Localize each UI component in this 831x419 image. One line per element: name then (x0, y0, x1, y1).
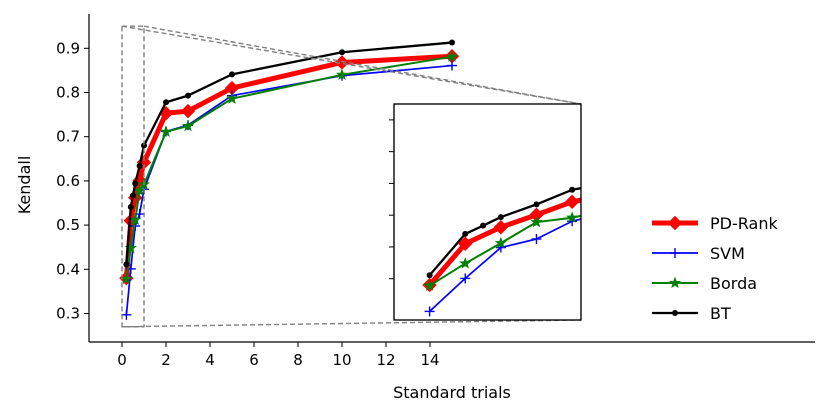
legend-item-borda: Borda (652, 274, 757, 293)
legend-label: Borda (710, 274, 757, 293)
inset-svm-marker (745, 175, 755, 185)
bt-marker (123, 261, 130, 268)
legend-swatch-marker (667, 215, 683, 231)
y-tick-label: 0.6 (56, 172, 80, 190)
legend-swatch-marker (672, 310, 678, 316)
borda-marker (159, 125, 173, 137)
x-tick-label: 12 (376, 351, 395, 369)
inset-pd-rank-marker (564, 194, 580, 210)
bt-marker (130, 192, 136, 199)
inset-bt-marker (747, 156, 753, 162)
x-tick-label: 14 (420, 351, 439, 369)
inset-borda-marker (423, 279, 436, 291)
inset-svm-line (429, 218, 581, 313)
inset-borda-line (429, 214, 581, 287)
legend-swatch-marker (670, 248, 680, 258)
inset-bt-marker (426, 272, 433, 279)
inset-border (393, 103, 582, 321)
inset-bt-marker (497, 214, 504, 221)
inset-pd-rank-marker (493, 220, 509, 235)
inset-bt-series (426, 156, 753, 279)
legend-label: BT (710, 304, 731, 323)
inset-bt-marker (569, 186, 576, 193)
borda-line (125, 55, 453, 280)
inset-pd-rank-series (422, 160, 757, 293)
legend: PD-Rank SVM Borda BT (652, 214, 778, 323)
borda-marker (181, 119, 195, 132)
x-tick-label: 2 (161, 351, 171, 369)
pd-rank-marker (180, 103, 196, 119)
inset-svm-marker (424, 306, 435, 317)
bt-marker (163, 99, 169, 106)
y-tick-label: 0.5 (56, 216, 80, 234)
inset-borda-marker (530, 215, 543, 228)
inset-pd-rank-marker (744, 160, 757, 173)
y-tick-label: 0.8 (56, 84, 80, 102)
inset-borda-marker (459, 257, 472, 269)
inset-bt-marker (533, 201, 540, 208)
y-tick-label: 0.3 (56, 305, 80, 323)
legend-item-pd-rank: PD-Rank (652, 214, 778, 233)
inset-borda-marker (494, 236, 507, 249)
x-tick-label: 0 (117, 351, 127, 369)
bt-marker (127, 203, 134, 210)
inset-svm-marker (460, 273, 471, 284)
zoom-guides (121, 25, 582, 328)
zoom-connector-top (121, 25, 582, 105)
borda-marker (225, 92, 239, 104)
borda-marker (335, 68, 349, 80)
x-axis-label: Standard trials (393, 383, 511, 402)
inset-bt-marker (462, 230, 469, 237)
zoom-connector-top-inner (143, 25, 582, 105)
x-tick-label: 8 (293, 351, 303, 369)
svm-marker (447, 60, 457, 71)
pd-rank-line (123, 53, 453, 279)
bt-series (123, 39, 455, 268)
legend-item-svm: SVM (652, 244, 745, 263)
legend-label: PD-Rank (710, 214, 778, 233)
inset-series-group (422, 156, 757, 317)
zoom-connector-bottom (121, 319, 582, 328)
bt-marker (449, 39, 455, 46)
svm-marker (121, 309, 132, 320)
inset-borda-marker (745, 174, 755, 184)
inset-svm-series (424, 175, 755, 317)
x-tick-label: 6 (249, 351, 259, 369)
x-tick-label: 4 (205, 351, 215, 369)
main-plot-area: 0 2 4 6 8 10 12 14 0.3 0.4 0.5 0.6 0.7 0.8 0.9 (56, 14, 815, 369)
bt-marker (185, 92, 191, 99)
borda-marker (445, 50, 459, 62)
y-axis-label: Kendall (15, 156, 34, 215)
zoom-source-rect (121, 25, 145, 328)
inset-borda-marker (566, 211, 579, 223)
inset-pd-rank-marker (458, 236, 473, 251)
x-tick-label: 10 (332, 351, 351, 369)
inset-borda-series (423, 174, 755, 291)
legend-item-bt: BT (652, 304, 731, 323)
y-tick-label: 0.4 (56, 260, 80, 278)
inset-bt-marker (480, 222, 487, 229)
bt-marker (136, 162, 143, 169)
legend-label: SVM (710, 244, 745, 263)
inset-frame (393, 103, 582, 321)
bt-marker (141, 142, 147, 149)
legend-swatch-marker (668, 276, 682, 289)
bt-marker (229, 71, 235, 78)
inset-plot-area (389, 103, 757, 321)
borda-marker (129, 213, 142, 225)
bt-marker (339, 49, 345, 56)
inset-svm-marker (531, 234, 542, 244)
y-tick-label: 0.7 (56, 128, 80, 146)
bt-marker (132, 180, 139, 187)
y-tick-label: 0.9 (56, 39, 80, 57)
inset-pd-rank-line (427, 197, 581, 287)
